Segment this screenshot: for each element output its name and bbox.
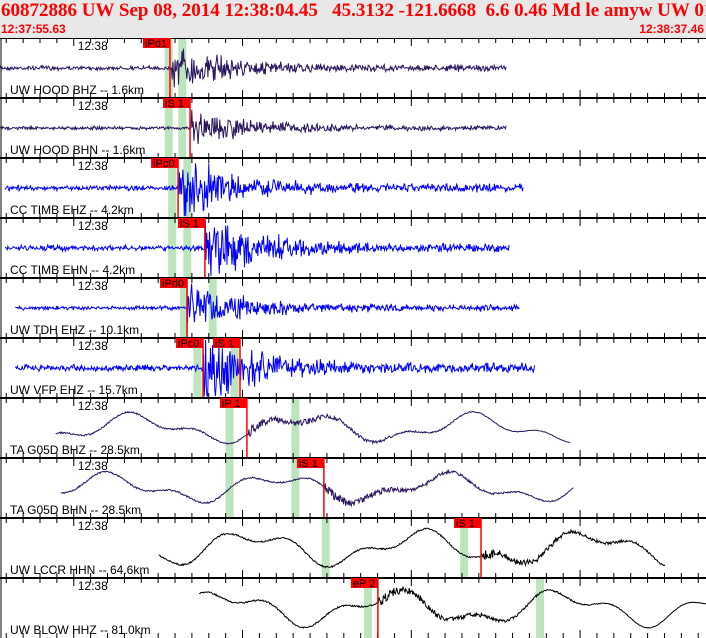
time-tick-label: 12:38: [78, 339, 108, 353]
predicted-arrival-band: [179, 278, 188, 338]
waveform: [60, 468, 574, 508]
pick-flag: [219, 398, 247, 408]
time-tick-label: 12:38: [78, 519, 108, 533]
trace-0: 12:38 UW HOOD BHZ -- 1.6km iPd1: [0, 38, 706, 98]
time-tick-label: 12:38: [78, 39, 108, 53]
station-label: UW HOOD BHN -- 1.6km: [10, 143, 145, 157]
trace-1: 12:38 UW HOOD BHN -- 1.6km iS 1: [0, 97, 706, 158]
pick-flag: [350, 578, 378, 588]
pick-flag: [163, 98, 191, 108]
pick-flag: [142, 38, 170, 48]
station-label: UW TDH EHZ -- 10.1km: [10, 323, 139, 337]
predicted-arrival-band: [536, 578, 545, 638]
predicted-arrival-band: [225, 458, 234, 518]
pick-label: iPc0: [153, 158, 174, 170]
trace-4: 12:38 UW TDH EHZ -- 10.1km iPd0: [0, 277, 706, 338]
pick-label: iS 1: [180, 218, 199, 230]
waveform: [199, 585, 706, 629]
pick-label: eP 2: [353, 578, 375, 590]
waveform: [158, 527, 666, 569]
waveform: [0, 48, 507, 88]
pick-label: iS 1: [165, 98, 184, 110]
waveform: [14, 339, 536, 397]
waveform: [4, 219, 510, 277]
station-label: CC TIMB EHN -- 4.2km: [10, 263, 135, 277]
station-label: CC TIMB EHZ -- 4.2km: [10, 203, 134, 217]
trace-5: 12:38 UW VFP EHZ -- 15.7km iPc0 iS 1: [0, 337, 706, 398]
predicted-arrival-band: [321, 518, 330, 578]
predicted-arrival-band: [363, 578, 372, 638]
trace-3: 12:38 CC TIMB EHN -- 4.2km iS 1: [0, 217, 706, 278]
time-tick-label: 12:38: [78, 99, 108, 113]
time-tick-label: 12:38: [78, 159, 108, 173]
event-header: 60872886 UW Sep 08, 2014 12:38:04.45 45.…: [0, 0, 706, 38]
station-label: UW VFP EHZ -- 15.7km: [10, 383, 138, 397]
time-tick-label: 12:38: [78, 399, 108, 413]
predicted-arrival-band: [291, 398, 300, 458]
predicted-arrival-band: [230, 338, 239, 398]
pick-label: iP 1: [222, 398, 241, 410]
trace-2: 12:38 CC TIMB EHZ -- 4.2km iPc0: [0, 157, 706, 218]
waveform: [0, 109, 507, 145]
window-start-time: 12:37:55.63: [1, 22, 66, 36]
pick-flag: [151, 158, 179, 168]
predicted-arrival-band: [225, 398, 234, 458]
pick-flag: [213, 338, 241, 348]
trace-7: 12:38 TA G05D BHN -- 28.5km iS 1: [0, 457, 706, 518]
pick-label: iPd0: [162, 278, 184, 290]
predicted-arrival-band: [460, 518, 469, 578]
predicted-arrival-band: [168, 218, 177, 278]
station-label: UW LCCR HHN -- 64.6km: [10, 563, 149, 577]
pick-label: iPc0: [178, 338, 199, 350]
pick-flag: [454, 518, 482, 528]
pick-label: iS 1: [215, 338, 234, 350]
time-tick-label: 12:38: [78, 579, 108, 593]
time-tick-label: 12:38: [78, 459, 108, 473]
pick-flag: [160, 278, 188, 288]
event-title: 60872886 UW Sep 08, 2014 12:38:04.45 45.…: [1, 0, 706, 21]
time-tick-label: 12:38: [78, 279, 108, 293]
window-end-time: 12:38:37.46: [639, 22, 704, 36]
pick-label: iS 1: [299, 458, 318, 470]
pick-label: iS 1: [456, 518, 475, 530]
predicted-arrival-band: [178, 38, 187, 98]
trace-6: 12:38 TA G05D BHZ -- 28.5km iP 1: [0, 397, 706, 458]
pick-label: iPd1: [145, 38, 167, 50]
pick-flag: [176, 338, 204, 348]
predicted-arrival-band: [291, 458, 300, 518]
pick-flag: [177, 218, 205, 228]
waveform: [15, 283, 520, 323]
waveform: [55, 410, 571, 445]
station-label: UW BLOW HHZ -- 81.0km: [10, 623, 151, 637]
station-label: UW HOOD BHZ -- 1.6km: [10, 83, 144, 97]
time-tick-label: 12:38: [78, 219, 108, 233]
station-label: TA G05D BHN -- 28.5km: [10, 503, 141, 517]
seismogram-panel[interactable]: 12:38 UW HOOD BHZ -- 1.6km iPd1 12:38 UW HOO…: [0, 38, 706, 638]
waveform: [4, 163, 524, 217]
trace-8: 12:38 UW LCCR HHN -- 64.6km iS 1: [0, 517, 706, 578]
trace-9: 12:38 UW BLOW HHZ -- 81.0km eP 2: [0, 577, 706, 638]
predicted-arrival-band: [193, 338, 202, 398]
station-label: TA G05D BHZ -- 28.5km: [10, 443, 140, 457]
pick-flag: [296, 458, 324, 468]
